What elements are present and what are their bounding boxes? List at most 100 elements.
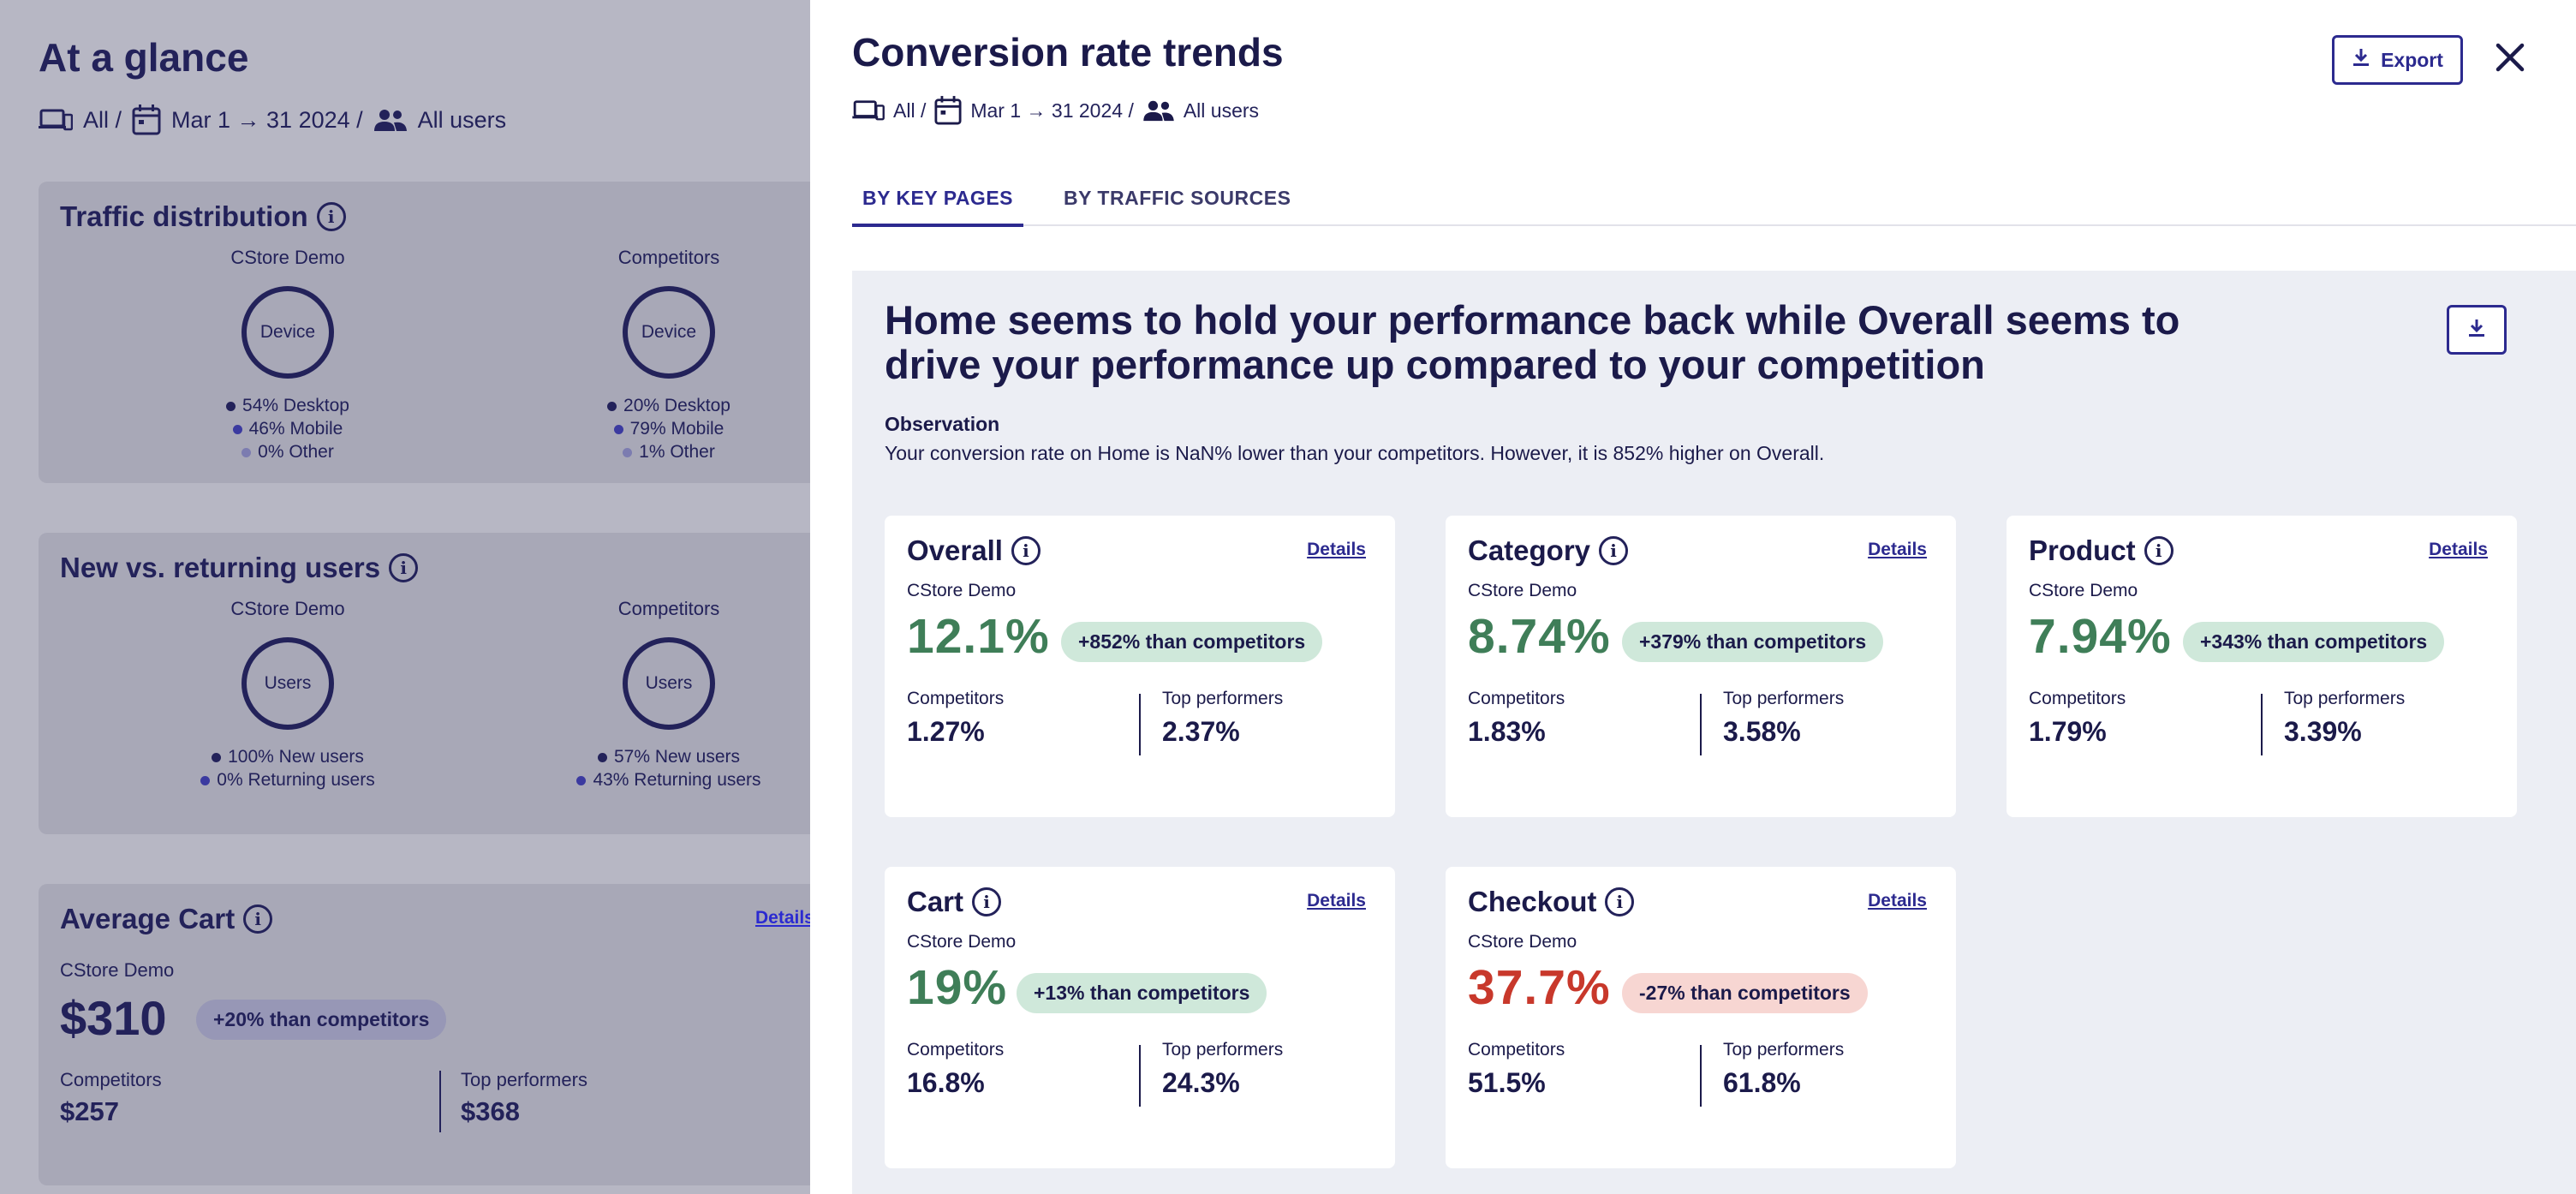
competitors-label: Competitors xyxy=(60,1069,162,1090)
top-performers-value: 61.8% xyxy=(1723,1067,1801,1098)
metric-value: 19% xyxy=(907,960,1008,1015)
divider xyxy=(1700,694,1702,755)
download-icon xyxy=(2352,47,2370,73)
legend-dot xyxy=(576,775,587,785)
column-label: Competitors xyxy=(617,598,720,619)
export-button[interactable]: Export xyxy=(2332,35,2463,85)
legend: 20% Desktop 79% Mobile 1% Other xyxy=(540,394,797,463)
competitors-label: Competitors xyxy=(1468,689,1565,708)
metric-title: Overall xyxy=(907,534,1003,566)
top-performers-value: 3.58% xyxy=(1723,716,1801,747)
delta-badge: +852% than competitors xyxy=(1061,622,1323,662)
info-icon[interactable]: i xyxy=(1599,536,1629,565)
details-link[interactable]: Details xyxy=(755,908,814,928)
calendar-icon xyxy=(132,104,161,135)
competitors-value: 1.83% xyxy=(1468,716,1546,747)
metric-card-cart: Cart i Details CStore Demo 19% +13% than … xyxy=(885,867,1395,1168)
divider xyxy=(2261,694,2263,755)
competitors-value: 16.8% xyxy=(907,1067,985,1098)
delta-badge: +13% than competitors xyxy=(1017,973,1267,1013)
column-label: Competitors xyxy=(617,247,720,268)
info-icon[interactable]: i xyxy=(1605,887,1635,916)
top-performers-label: Top performers xyxy=(461,1069,587,1090)
top-performers-value: 24.3% xyxy=(1162,1067,1240,1098)
filter-users[interactable]: All users xyxy=(417,106,507,133)
competitors-label: Competitors xyxy=(907,1040,1005,1060)
filter-users[interactable]: All users xyxy=(1183,99,1260,122)
traffic-competitors-column: Competitors Device 20% Desktop 79% Mobil… xyxy=(540,247,797,463)
top-performers-value: $368 xyxy=(461,1096,520,1126)
top-performers-label: Top performers xyxy=(1723,689,1845,708)
top-performers-value: 2.37% xyxy=(1162,716,1240,747)
average-cart-card: Average Cart i Details CStore Demo $310 +… xyxy=(39,884,826,1185)
details-link[interactable]: Details xyxy=(1307,540,1366,559)
legend: 54% Desktop 46% Mobile 0% Other xyxy=(159,394,416,463)
users-cstore-column: CStore Demo Users 100% New users 0% Retu… xyxy=(159,598,416,791)
device-ring-chart: Device xyxy=(623,286,715,379)
metric-card-category: Category i Details CStore Demo 8.74% +379… xyxy=(1446,516,1956,817)
card-title: Average Cart xyxy=(60,903,236,934)
tab-bar: BY KEY PAGES BY TRAFFIC SOURCES xyxy=(852,171,2576,227)
insight-panel: Home seems to hold your performance back… xyxy=(852,271,2576,1194)
metric-value: 12.1% xyxy=(907,609,1050,664)
competitors-value: 1.27% xyxy=(907,716,985,747)
metric-title: Cart xyxy=(907,886,964,917)
divider xyxy=(1139,1045,1141,1107)
filter-date[interactable]: Mar 1 → 31 2024 / xyxy=(171,106,363,133)
observation-title: Observation xyxy=(885,413,1000,435)
competitors-value: $257 xyxy=(60,1096,119,1126)
info-icon[interactable]: i xyxy=(2144,536,2174,565)
device-icon xyxy=(39,107,73,133)
divider xyxy=(1700,1045,1702,1107)
info-icon[interactable]: i xyxy=(1011,536,1041,565)
top-performers-value: 3.39% xyxy=(2284,716,2362,747)
details-link[interactable]: Details xyxy=(2429,540,2488,559)
filter-device[interactable]: All / xyxy=(83,106,122,133)
column-label: CStore Demo xyxy=(230,598,345,619)
delta-badge: +379% than competitors xyxy=(1622,622,1884,662)
legend-dot xyxy=(623,447,633,457)
tab-by-traffic-sources[interactable]: BY TRAFFIC SOURCES xyxy=(1064,187,1291,209)
drawer-title: Conversion rate trends xyxy=(852,30,1284,75)
metric-card-checkout: Checkout i Details CStore Demo 37.7% -27%… xyxy=(1446,867,1956,1168)
metric-title: Product xyxy=(2029,534,2136,566)
users-icon xyxy=(373,107,408,133)
metric-title: Category xyxy=(1468,534,1591,566)
users-ring-chart: Users xyxy=(623,637,715,730)
close-button[interactable] xyxy=(2489,38,2531,81)
info-icon[interactable]: i xyxy=(243,904,273,934)
legend-dot xyxy=(597,752,607,762)
device-ring-chart: Device xyxy=(242,286,334,379)
details-link[interactable]: Details xyxy=(1868,540,1927,559)
info-icon[interactable]: i xyxy=(389,553,419,582)
card-title: Traffic distribution xyxy=(60,200,308,232)
delta-badge: +343% than competitors xyxy=(2183,622,2445,662)
legend-dot xyxy=(613,424,623,434)
card-title: New vs. returning users xyxy=(60,552,381,583)
filter-date[interactable]: Mar 1 → 31 2024 / xyxy=(970,99,1134,122)
legend-dot xyxy=(242,447,252,457)
filter-device[interactable]: All / xyxy=(893,99,927,122)
traffic-cstore-column: CStore Demo Device 54% Desktop 46% Mobil… xyxy=(159,247,416,463)
divider xyxy=(1139,694,1141,755)
top-performers-label: Top performers xyxy=(2284,689,2406,708)
site-label: CStore Demo xyxy=(907,932,1017,952)
legend-dot xyxy=(232,424,242,434)
export-label: Export xyxy=(2381,48,2443,71)
site-label: CStore Demo xyxy=(60,959,175,981)
legend-dot xyxy=(226,401,236,411)
details-link[interactable]: Details xyxy=(1868,891,1927,910)
info-icon[interactable]: i xyxy=(316,202,346,231)
site-label: CStore Demo xyxy=(907,581,1017,600)
tab-by-key-pages[interactable]: BY KEY PAGES xyxy=(852,187,1024,227)
users-competitors-column: Competitors Users 57% New users 43% Retu… xyxy=(540,598,797,791)
competitors-value: 51.5% xyxy=(1468,1067,1546,1098)
info-icon[interactable]: i xyxy=(972,887,1002,916)
details-link[interactable]: Details xyxy=(1307,891,1366,910)
download-button[interactable] xyxy=(2447,305,2507,355)
legend-dot xyxy=(607,401,617,411)
competitors-value: 1.79% xyxy=(2029,716,2107,747)
insight-headline: Home seems to hold your performance back… xyxy=(885,297,2180,387)
metric-card-product: Product i Details CStore Demo 7.94% +343%… xyxy=(2007,516,2517,817)
delta-badge: -27% than competitors xyxy=(1622,973,1868,1013)
